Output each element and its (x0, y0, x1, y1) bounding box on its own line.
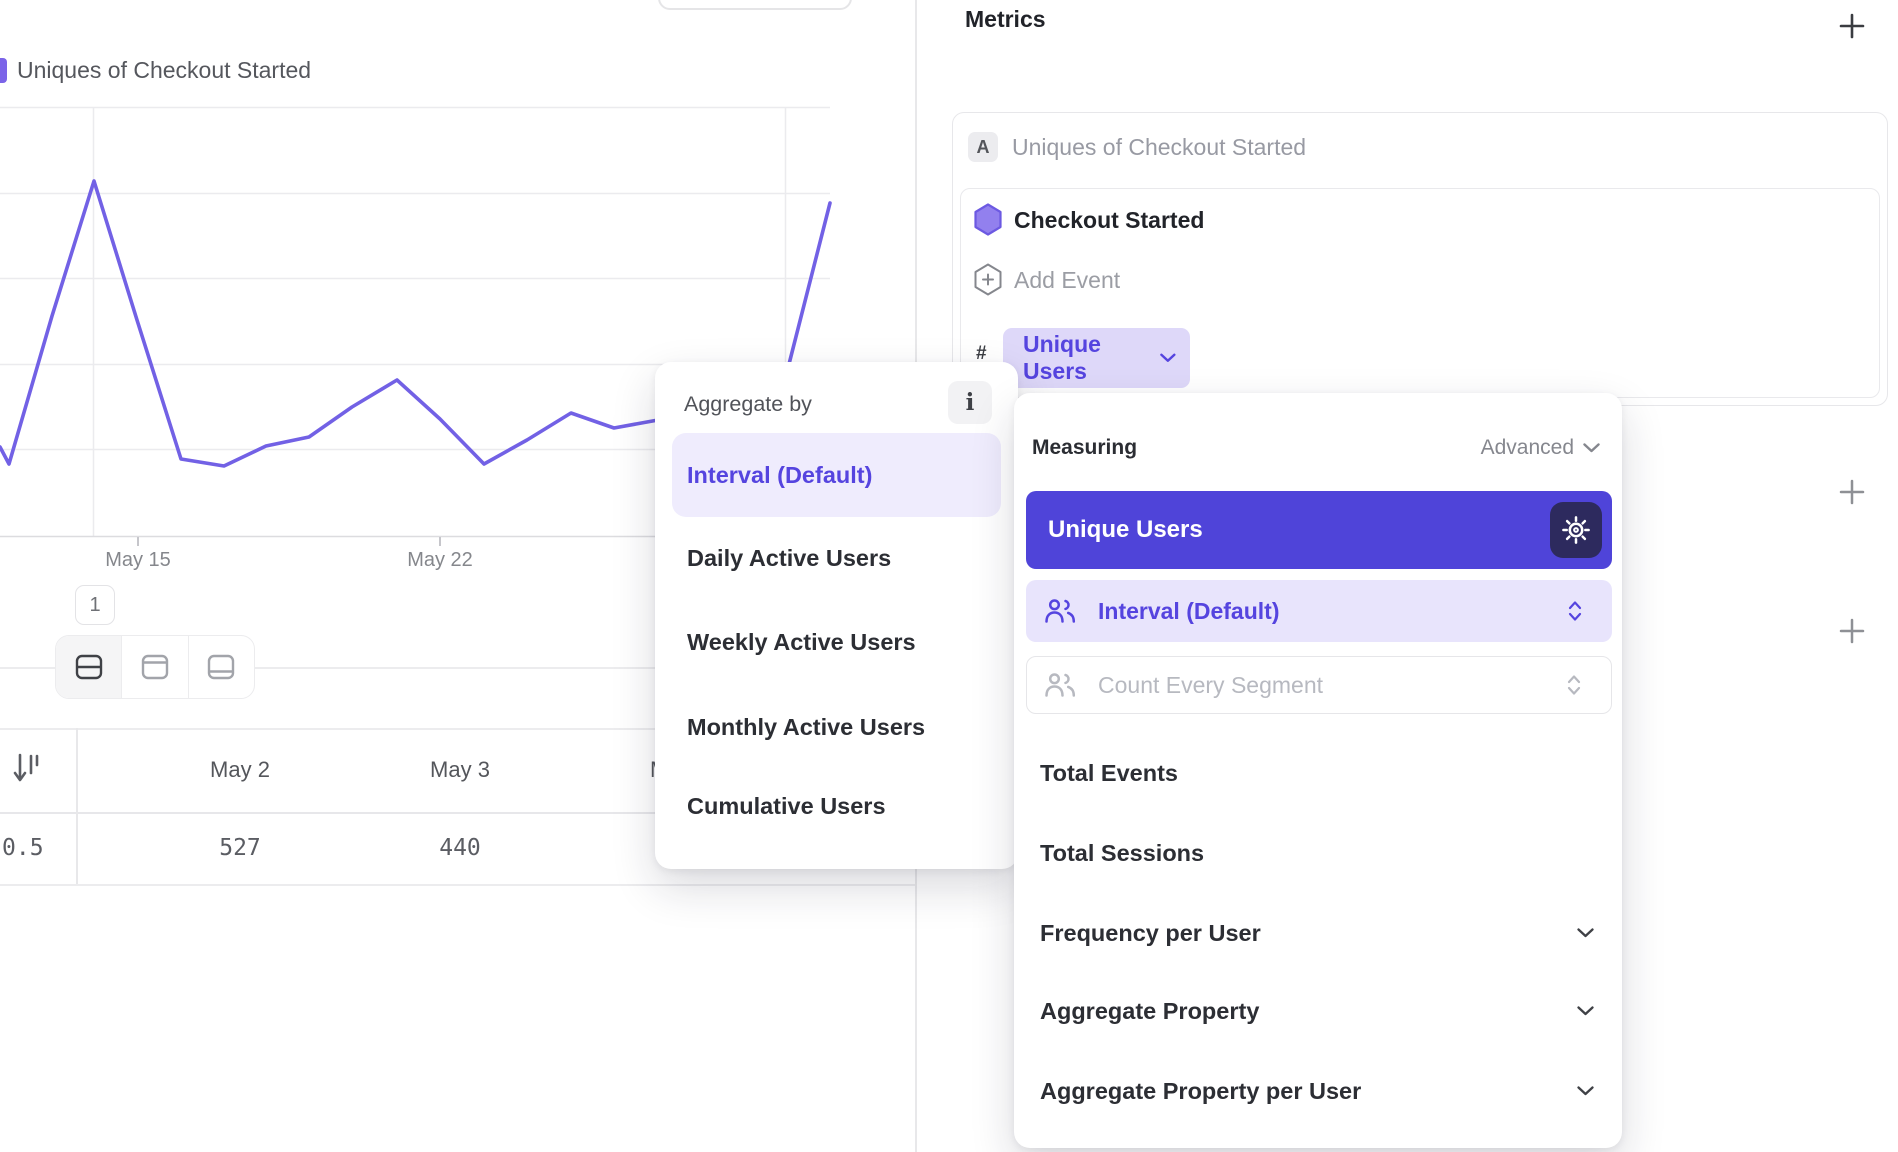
view-toggle-split[interactable] (56, 636, 122, 698)
legend-swatch (0, 57, 7, 83)
users-icon (1045, 673, 1076, 697)
metric-badge: A (968, 132, 998, 162)
advanced-toggle[interactable]: Advanced (1481, 434, 1600, 462)
interval-select[interactable]: Interval (Default) (1026, 580, 1612, 642)
view-toggle-table[interactable] (187, 636, 254, 698)
table-column-separator (76, 728, 78, 884)
users-icon (1045, 599, 1076, 623)
selected-metric-label: Unique Users (1048, 516, 1203, 543)
info-button[interactable]: i (948, 381, 992, 424)
metric-name-input[interactable]: Uniques of Checkout Started (1012, 133, 1307, 160)
table-top-border (0, 728, 915, 730)
hash-symbol: # (976, 343, 987, 364)
aggregate-option-interval-selected[interactable]: Interval (Default) (672, 433, 1001, 517)
event-hexagon-icon (974, 203, 1002, 236)
advanced-label: Advanced (1480, 436, 1574, 459)
measuring-option-aggregate-property-per-user[interactable]: Aggregate Property per User (1040, 1077, 1362, 1104)
chevron-down-icon[interactable] (1577, 1006, 1594, 1016)
aggregate-option-dau[interactable]: Daily Active Users (687, 544, 892, 571)
gear-icon (1562, 516, 1590, 544)
measuring-option-unique-users-selected[interactable]: Unique Users (1026, 491, 1612, 569)
x-tick-label-may22: May 22 (407, 549, 473, 571)
interval-select-label: Interval (Default) (1098, 597, 1280, 624)
view-toggle-group (55, 635, 255, 699)
table-row-label-partial: 0.5 (2, 835, 44, 861)
measuring-option-aggregate-property[interactable]: Aggregate Property (1040, 997, 1260, 1024)
select-updown-icon (1568, 601, 1582, 621)
measuring-option-frequency-per-user[interactable]: Frequency per User (1040, 919, 1261, 946)
bottom-view-icon (208, 654, 235, 680)
chevron-down-icon[interactable] (1577, 1086, 1594, 1096)
aggregate-option-mau[interactable]: Monthly Active Users (687, 713, 926, 740)
x-tick-label-may15: May 15 (105, 549, 171, 571)
add-breakdown-icon[interactable] (1838, 617, 1866, 645)
measuring-popup: Measuring Advanced Unique Users (1014, 393, 1622, 1148)
event-name[interactable]: Checkout Started (1014, 206, 1205, 233)
measuring-option-total-events[interactable]: Total Events (1040, 759, 1178, 786)
chart-legend-item[interactable]: Uniques of Checkout Started (0, 56, 311, 84)
measure-chip-label: Unique Users (1023, 331, 1101, 384)
measuring-option-total-sessions[interactable]: Total Sessions (1040, 839, 1205, 866)
aggregate-option-cumulative[interactable]: Cumulative Users (687, 792, 886, 819)
top-view-icon (141, 654, 169, 680)
segment-count-select[interactable]: Count Every Segment (1026, 656, 1612, 714)
table-header-may3[interactable]: May 3 (430, 757, 490, 782)
segment-count-label: Count Every Segment (1098, 671, 1324, 698)
aggregate-option-wau[interactable]: Weekly Active Users (687, 628, 916, 655)
chevron-down-icon (1583, 443, 1600, 453)
split-view-icon (75, 654, 102, 680)
measuring-popup-title: Measuring (1032, 436, 1138, 459)
chevron-down-icon[interactable] (1577, 928, 1594, 938)
view-toggle-chart[interactable] (121, 636, 187, 698)
aggregate-popup-title: Aggregate by (684, 391, 812, 416)
table-cell-may2[interactable]: 527 (219, 835, 261, 861)
metric-settings-button[interactable] (1550, 502, 1602, 558)
section-divider (0, 667, 915, 669)
table-cell-may3[interactable]: 440 (439, 835, 481, 861)
metrics-title: Metrics (965, 6, 1046, 32)
table-header-may2[interactable]: May 2 (210, 757, 270, 782)
select-updown-icon (1567, 675, 1581, 695)
aggregate-selected-label: Interval (Default) (687, 461, 873, 488)
chevron-down-icon (1160, 353, 1176, 362)
measure-chip[interactable]: Unique Users (1003, 328, 1190, 388)
info-icon: i (965, 389, 975, 416)
table-header-border (0, 812, 915, 814)
legend-label: Uniques of Checkout Started (17, 56, 312, 83)
table-bottom-border (0, 884, 915, 886)
add-metric-icon[interactable] (1838, 12, 1866, 40)
add-filter-icon[interactable] (1838, 478, 1866, 506)
aggregate-by-popup: Aggregate by i Interval (Default) Daily … (655, 362, 1018, 869)
sort-icon[interactable] (12, 750, 42, 790)
add-event-button[interactable]: Add Event (1014, 266, 1121, 293)
add-event-hexagon-icon (974, 263, 1002, 296)
pagination-page-button[interactable]: 1 (75, 585, 115, 625)
